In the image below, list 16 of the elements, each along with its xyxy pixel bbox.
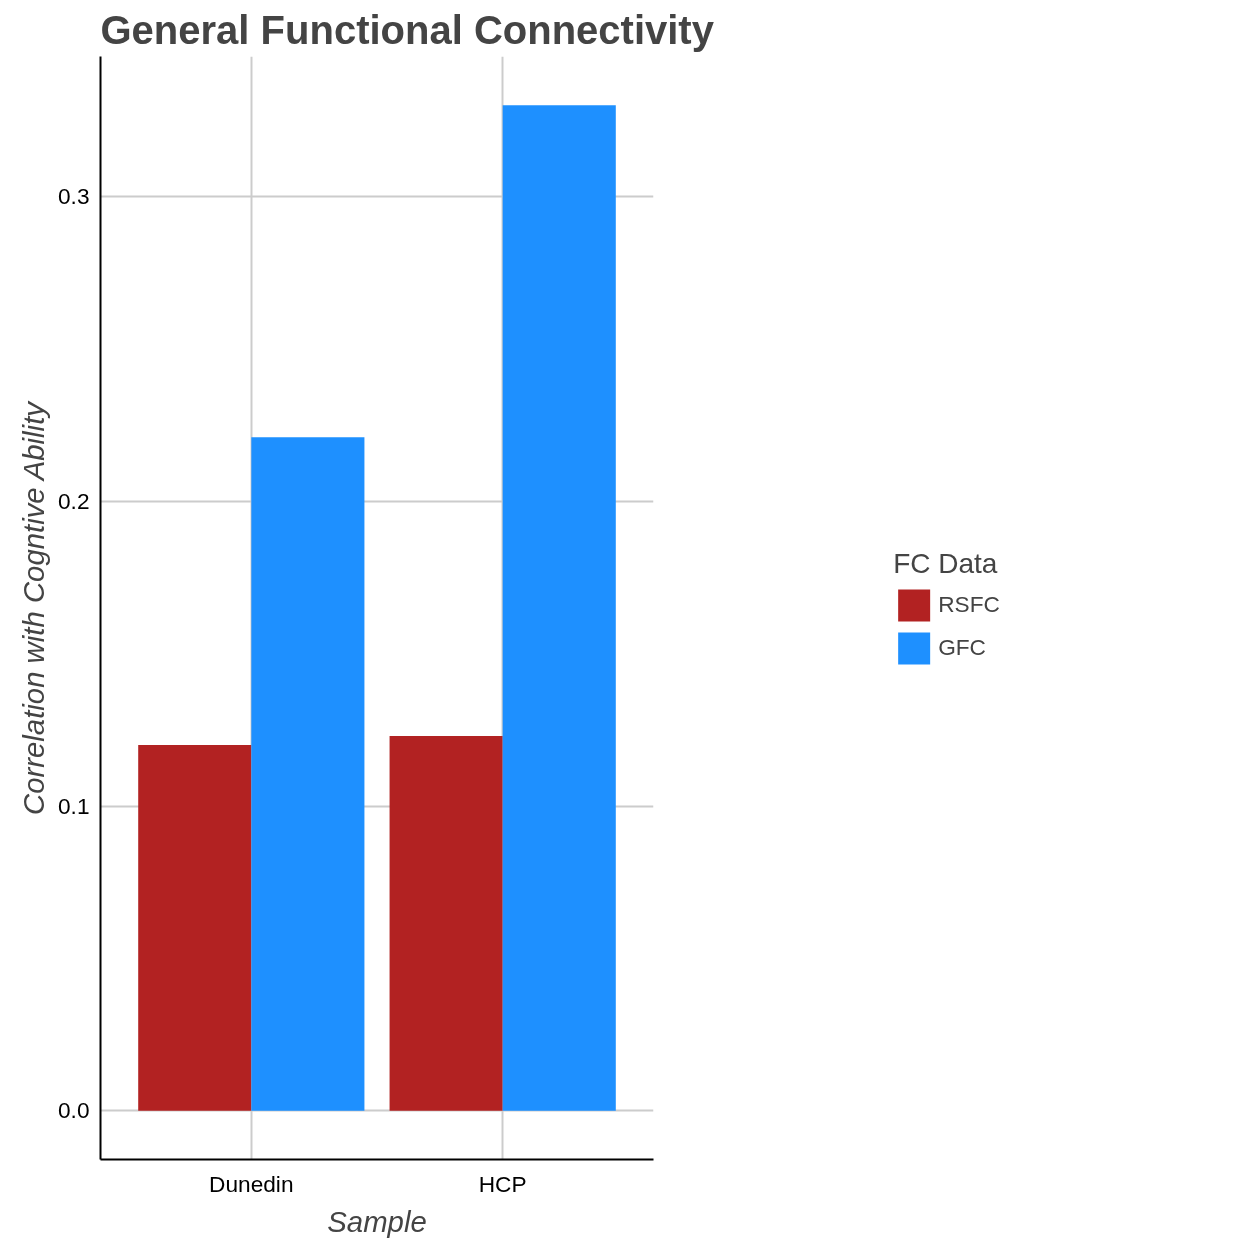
x-tick-label: Dunedin <box>209 1170 294 1197</box>
legend-title: FC Data <box>893 547 999 580</box>
bar <box>251 437 365 1111</box>
y-tick-label: 0.3 <box>58 183 90 210</box>
y-tick-label: 0.0 <box>58 1097 90 1124</box>
y-axis-title: Correlation with Cogntive Ability <box>17 399 50 816</box>
y-tick-label: 0.2 <box>58 487 90 514</box>
legend-label: GFC <box>938 634 986 661</box>
chart-title: General Functional Connectivity <box>100 7 715 52</box>
bar <box>138 745 252 1111</box>
legend-label: RSFC <box>938 591 1000 618</box>
x-tick-label: HCP <box>478 1170 527 1197</box>
bar <box>502 105 616 1111</box>
x-axis-title: Sample <box>327 1204 427 1238</box>
bar <box>389 735 503 1111</box>
y-tick-label: 0.1 <box>58 792 90 819</box>
